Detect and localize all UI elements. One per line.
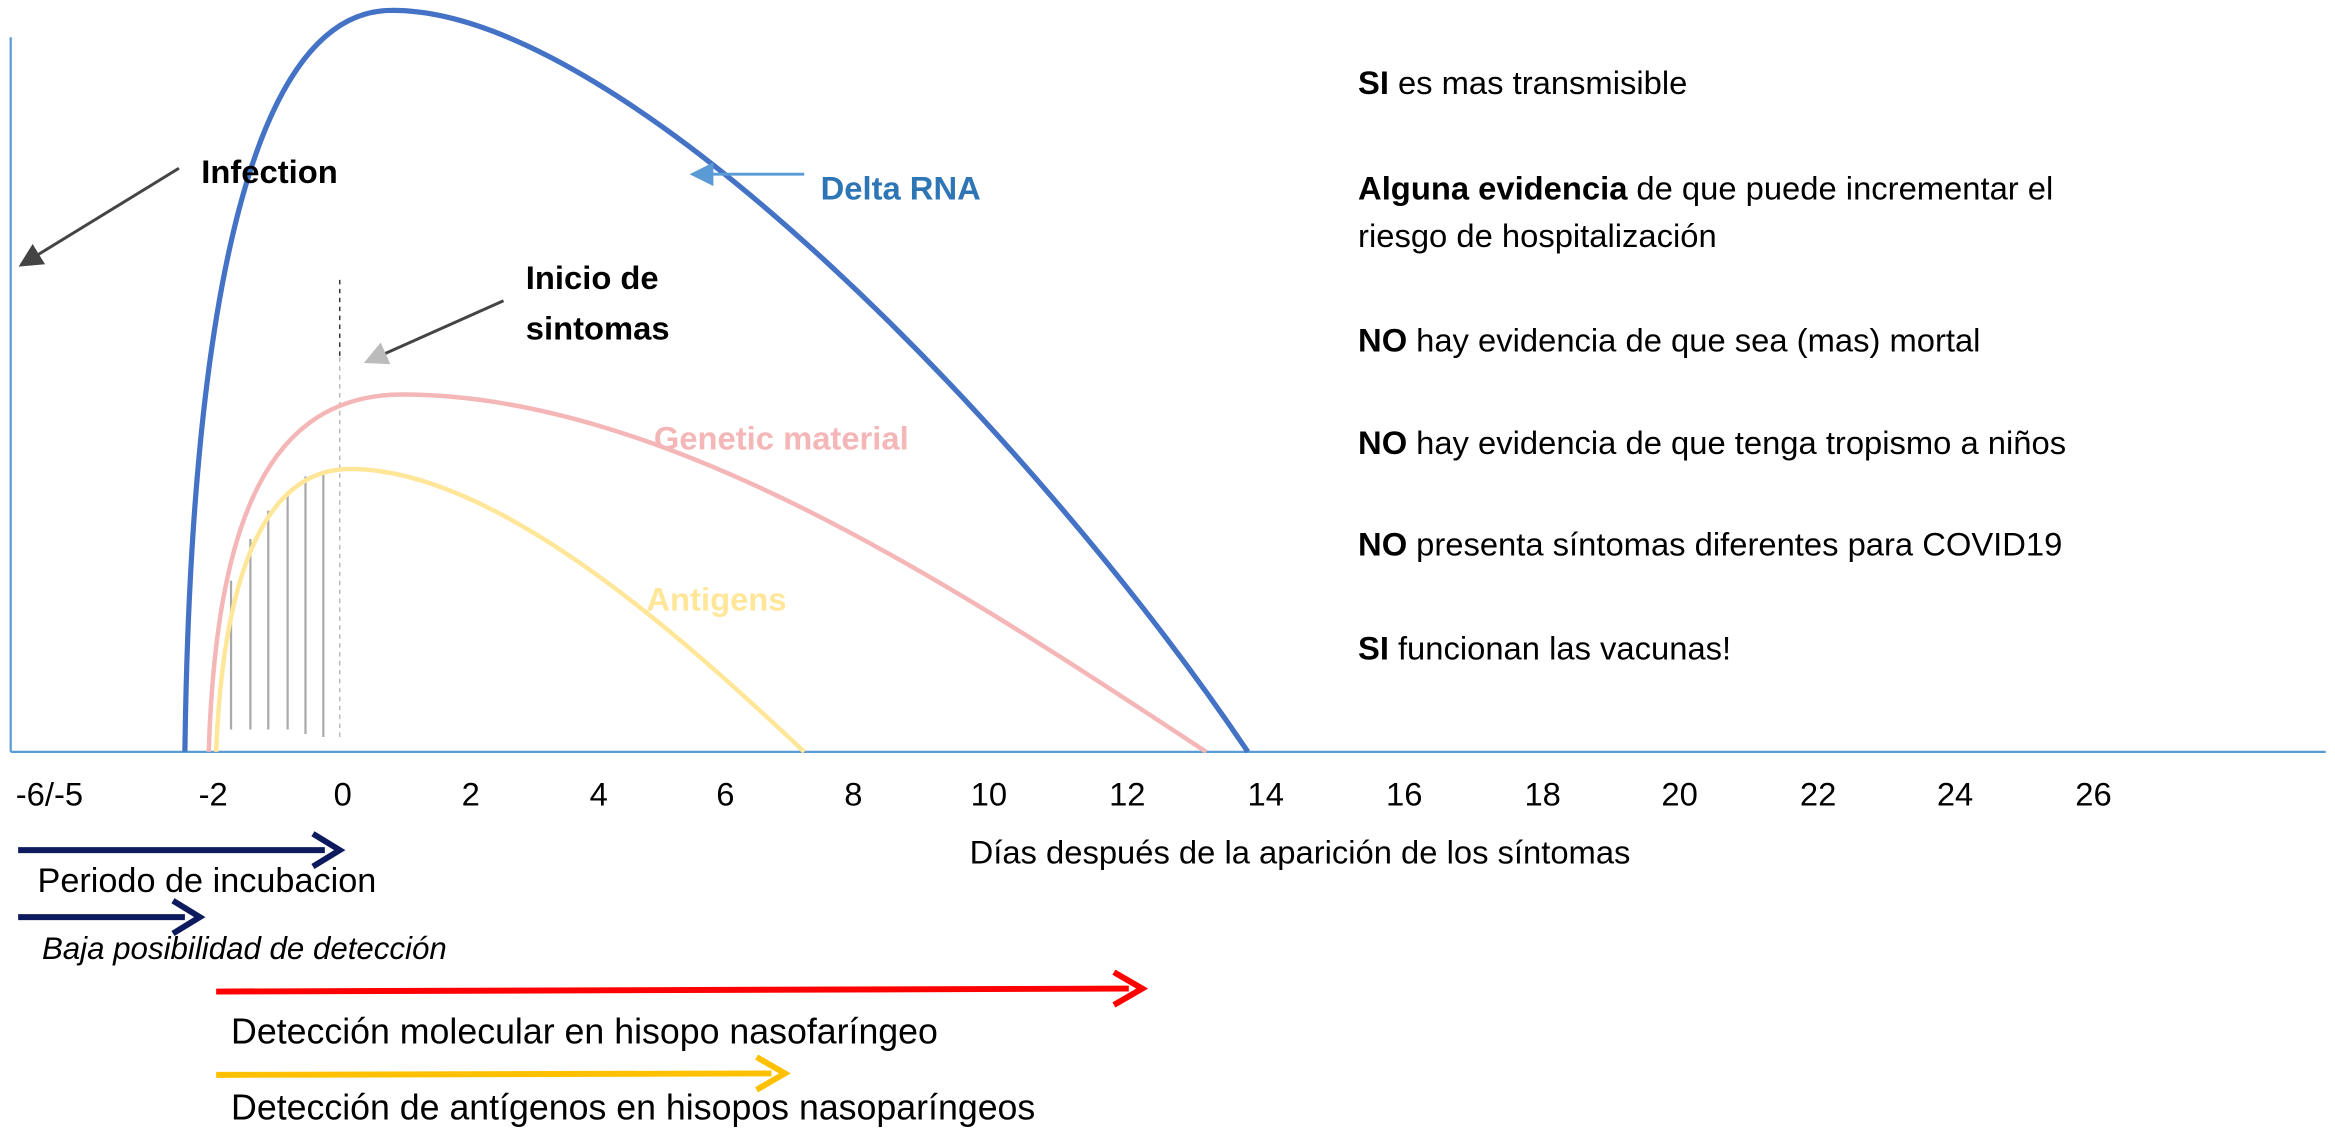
x-tick-label: 4 (590, 775, 608, 812)
arrow-label: Baja posibilidad de detección (42, 931, 447, 966)
note-bold: NO (1358, 321, 1407, 358)
x-tick-label: 18 (1524, 775, 1560, 812)
note: NO presenta síntomas diferentes para COVI… (1358, 525, 2062, 562)
x-tick-label: 14 (1248, 775, 1284, 812)
delta-curve (182, 7, 1251, 754)
x-tick-label: -2 (199, 775, 228, 812)
x-tick-label: 22 (1800, 775, 1836, 812)
note-bold: Alguna evidencia (1358, 169, 1628, 206)
x-tick-label: 6 (716, 775, 734, 812)
x-tick-label: 8 (844, 775, 862, 812)
label: Delta RNA (821, 169, 981, 206)
pointer (363, 299, 505, 365)
note-text: hay evidencia de que sea (mas) mortal (1416, 321, 1980, 358)
x-tick-label: 26 (2075, 775, 2111, 812)
x-ticks: -6/-5 -2 0 2 4 6 8 10 12 14 16 18 20 22 24 26 (16, 775, 2112, 812)
x-tick-label: 10 (971, 775, 1007, 812)
axis-title: Días después de la aparición de los sínt… (970, 834, 1631, 871)
note-bold: SI (1358, 64, 1389, 101)
arrow-label: Detección de antígenos en hisopos nasopa… (231, 1088, 1035, 1128)
x-tick-label: 16 (1386, 775, 1422, 812)
x-tick-label: 20 (1661, 775, 1697, 812)
x-tick-label: 2 (462, 775, 480, 812)
x-tick-label: 0 (334, 775, 352, 812)
pointer (18, 166, 180, 267)
note-text: presenta síntomas diferentes para COVID1… (1416, 525, 2062, 562)
note: Alguna evidencia de que puede incrementar… (1358, 169, 2053, 254)
hatch (229, 470, 325, 737)
note: NO hay evidencia de que sea (mas) mortal (1358, 321, 1980, 358)
note-text: funcionan las vacunas! (1398, 630, 1731, 667)
note-bold: NO (1358, 525, 1407, 562)
note: SI es mas transmisible (1358, 64, 1687, 101)
note-text: riesgo de hospitalización (1358, 217, 1717, 254)
note-bold: SI (1358, 630, 1389, 667)
note: NO hay evidencia de que tenga tropismo a … (1358, 424, 2066, 461)
label: Genetic material (654, 420, 909, 457)
label: sintomas (526, 309, 670, 346)
x-tick-label: 12 (1109, 775, 1145, 812)
note-text: de que puede incrementar el (1636, 169, 2053, 206)
label: Antigens (646, 580, 786, 617)
note-text: es mas transmisible (1398, 64, 1687, 101)
antigen-curve (213, 466, 806, 754)
label: Inicio de (526, 259, 659, 296)
note-bold: NO (1358, 424, 1407, 461)
x-tick-label: 24 (1937, 775, 1973, 812)
label: Infection (201, 153, 337, 190)
genetic-curve (206, 392, 1208, 754)
note: SI funcionan las vacunas! (1358, 630, 1731, 667)
arrow-label: Detección molecular en hisopo nasofaríng… (231, 1012, 938, 1052)
x-tick-label: -6/-5 (16, 775, 83, 812)
note-text: hay evidencia de que tenga tropismo a ni… (1416, 424, 2066, 461)
axes (9, 37, 2326, 753)
arrow-label: Periodo de incubacion (38, 862, 377, 900)
bottom-arrows (18, 831, 1149, 1093)
